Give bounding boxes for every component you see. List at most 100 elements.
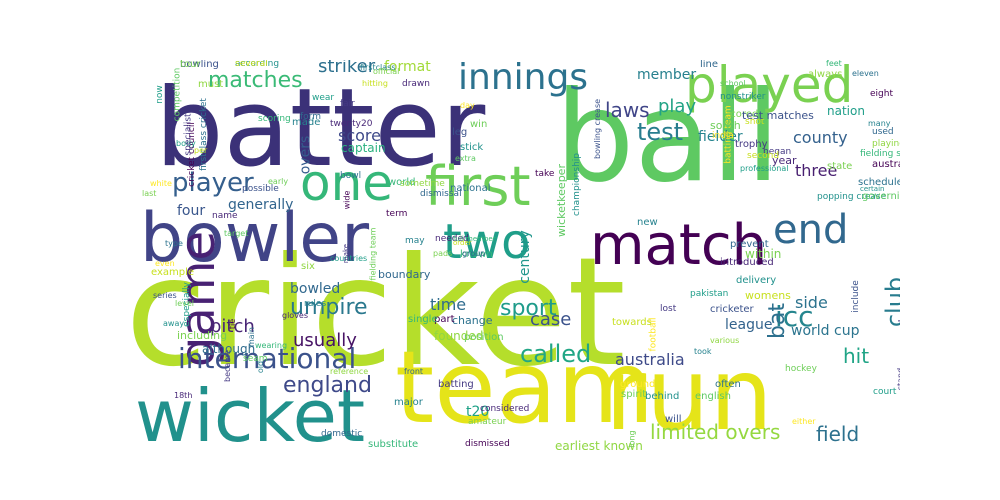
word-world-cup: world cup <box>791 324 859 338</box>
small-word: nation <box>827 105 865 117</box>
small-word: now <box>156 85 165 104</box>
small-word: must <box>198 80 223 90</box>
small-word: front <box>404 368 423 376</box>
word-cloud: cricket batter ball team run wicket bowler matc… <box>125 60 900 450</box>
small-word: certain <box>860 186 884 193</box>
small-word: batting <box>438 380 474 390</box>
small-word: white <box>150 180 172 188</box>
small-word: scoring <box>258 115 291 124</box>
small-word: sometime <box>400 180 445 189</box>
word-called: called <box>520 342 591 366</box>
small-word: single <box>408 315 438 325</box>
small-word: away <box>163 320 184 328</box>
small-word: last <box>142 190 156 198</box>
small-word: womens <box>745 290 791 301</box>
small-word: line <box>700 60 718 70</box>
small-word: wearing <box>255 342 287 350</box>
word-time: time <box>430 297 466 313</box>
small-word: fair <box>340 100 355 109</box>
small-word: considered <box>480 405 529 414</box>
small-word: dismissal <box>420 190 462 199</box>
small-word: make <box>343 244 350 263</box>
small-word: spirit <box>621 390 646 400</box>
word-end: end <box>773 210 848 250</box>
small-word: term <box>386 210 407 219</box>
small-word: eight <box>870 90 893 99</box>
small-word: pakistan <box>690 290 728 299</box>
small-word: often <box>715 380 741 390</box>
small-word: target <box>224 230 248 238</box>
small-word: name <box>212 212 238 221</box>
small-word: group <box>462 250 485 258</box>
small-word: made <box>292 118 320 128</box>
word-usually: usually <box>293 332 357 350</box>
small-word: took <box>694 348 712 356</box>
word-australia: australia <box>615 352 685 368</box>
small-word: dismissed <box>465 440 510 449</box>
small-word: leg <box>452 128 467 138</box>
small-word: change <box>452 315 492 326</box>
small-word: long <box>629 430 637 447</box>
small-word: bowl <box>340 172 361 181</box>
small-word: six <box>301 262 315 272</box>
small-word: bowling crease <box>594 99 602 159</box>
small-word: championship <box>573 153 582 216</box>
small-word: state <box>827 162 852 172</box>
small-word: per <box>194 147 207 155</box>
small-word: 18th <box>174 392 192 400</box>
word-laws: laws <box>605 100 650 120</box>
small-word: wear <box>312 94 334 103</box>
word-generally: generally <box>228 198 293 212</box>
small-word: australian <box>872 160 900 170</box>
small-word: stand <box>897 368 900 390</box>
small-word: feet <box>826 60 842 68</box>
small-word: several <box>235 60 268 69</box>
small-word: firstclass cricket <box>200 98 209 171</box>
word-england: england <box>283 375 372 397</box>
small-word: many <box>868 120 891 128</box>
small-word: extra <box>455 155 476 163</box>
word-captain: captain <box>341 142 386 154</box>
small-word: domestic <box>321 430 362 439</box>
word-league: league <box>725 318 772 332</box>
small-word: school <box>720 80 746 88</box>
small-word: playing <box>872 140 900 149</box>
small-word: level <box>175 300 194 308</box>
small-word: second <box>747 152 779 161</box>
small-word: day <box>460 102 475 110</box>
small-word: eleven <box>852 70 879 78</box>
word-field: field <box>816 424 859 444</box>
word-side: side <box>795 295 828 311</box>
small-word: twenty20 <box>330 120 372 129</box>
small-word: type <box>165 240 183 248</box>
word-bowled: bowled <box>290 282 340 296</box>
small-word: wicketkeeper <box>556 164 567 237</box>
small-word: competition <box>173 68 182 122</box>
small-word: including <box>177 330 227 341</box>
small-word: take <box>535 170 554 179</box>
small-word: pads <box>433 250 452 258</box>
small-word: various <box>710 337 739 345</box>
small-word: drawn <box>402 80 430 89</box>
small-word: series <box>153 292 177 300</box>
word-case: case <box>530 311 571 329</box>
small-word: tour <box>180 60 201 70</box>
small-word: specialist <box>185 113 194 155</box>
small-word: hitting <box>362 80 388 88</box>
small-word: english <box>695 392 731 402</box>
small-word: full member <box>453 236 496 243</box>
small-word: may <box>405 237 425 246</box>
word-hit: hit <box>843 346 869 366</box>
small-word: hockey <box>785 365 817 374</box>
small-word: cricketer <box>710 305 754 315</box>
small-word: within <box>745 248 781 260</box>
word-test: test <box>637 120 683 144</box>
word-limited-overs: limited overs <box>650 422 780 442</box>
word-member: member <box>637 68 696 82</box>
small-word: gloves <box>282 312 308 320</box>
small-word: win <box>470 120 487 130</box>
small-word: official <box>373 68 399 76</box>
word-play: play <box>658 98 696 116</box>
small-word: always <box>808 70 842 80</box>
small-word: founded <box>434 330 483 342</box>
